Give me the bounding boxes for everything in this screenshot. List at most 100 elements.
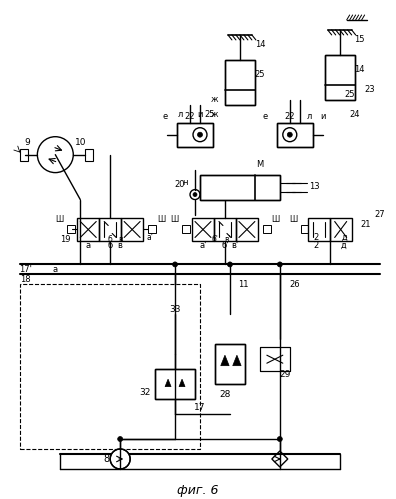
Text: а: а [53, 265, 58, 274]
Circle shape [110, 449, 130, 469]
Text: 17: 17 [194, 403, 206, 412]
Circle shape [227, 262, 232, 267]
Text: а: а [86, 241, 91, 250]
Polygon shape [221, 355, 229, 366]
Bar [21, 149, 29, 161]
Text: б': б' [211, 235, 219, 244]
Text: 13: 13 [309, 182, 320, 191]
Bar [177, 123, 213, 147]
Bar [182, 226, 190, 234]
Text: в': в' [231, 241, 238, 250]
Bar [236, 218, 258, 242]
Circle shape [37, 137, 73, 173]
Text: н: н [182, 178, 188, 187]
Bar [260, 347, 290, 371]
Bar [260, 347, 290, 371]
Polygon shape [233, 355, 241, 366]
Text: 17': 17' [19, 265, 32, 274]
Bar [308, 218, 330, 242]
Bar [77, 218, 99, 242]
Text: Ш: Ш [170, 215, 178, 224]
Text: 29: 29 [279, 370, 291, 379]
Bar [155, 369, 195, 399]
Polygon shape [165, 379, 171, 387]
Text: и: и [197, 110, 203, 119]
Text: 23: 23 [364, 85, 375, 94]
Text: 20: 20 [175, 180, 185, 189]
Bar [225, 60, 255, 105]
Bar [263, 226, 271, 234]
Circle shape [173, 262, 177, 267]
Bar [177, 123, 213, 147]
Text: в: в [118, 241, 123, 250]
Polygon shape [179, 379, 185, 387]
Bar [215, 344, 245, 384]
Text: 10: 10 [74, 138, 86, 147]
Circle shape [193, 193, 197, 197]
Text: 2: 2 [313, 241, 318, 250]
Circle shape [198, 132, 202, 137]
Text: 22: 22 [185, 112, 195, 121]
Bar [215, 344, 245, 384]
Circle shape [287, 132, 292, 137]
Bar [99, 218, 121, 242]
Bar [192, 218, 214, 242]
Text: 25: 25 [345, 90, 355, 99]
Text: Ш: Ш [289, 215, 298, 224]
Text: е: е [262, 112, 267, 121]
Bar [85, 149, 93, 161]
Text: а': а' [199, 241, 207, 250]
Text: 26: 26 [289, 280, 300, 289]
Text: ж: ж [211, 110, 219, 119]
Text: 32: 32 [139, 388, 151, 397]
Text: Ш: Ш [157, 215, 165, 224]
Circle shape [277, 262, 282, 267]
Text: в: в [118, 235, 122, 244]
Text: 9: 9 [25, 138, 30, 147]
Bar [277, 123, 313, 147]
Bar [21, 284, 200, 449]
Text: Ш: Ш [55, 215, 63, 224]
Bar [277, 123, 313, 147]
Text: а': а' [147, 233, 154, 242]
Circle shape [277, 437, 282, 442]
Text: 24: 24 [349, 110, 360, 119]
Bar [67, 226, 75, 234]
Bar [121, 218, 143, 242]
Text: 18: 18 [20, 275, 31, 284]
Text: 14: 14 [255, 40, 265, 49]
Bar [148, 226, 156, 234]
Bar [325, 55, 355, 100]
Text: 14: 14 [354, 65, 365, 74]
Text: Ш: Ш [272, 215, 280, 224]
Bar [214, 218, 236, 242]
Text: М: М [256, 160, 263, 169]
Text: 11: 11 [238, 280, 248, 289]
Bar [225, 60, 255, 105]
Text: 2: 2 [313, 233, 318, 242]
Text: б: б [108, 241, 113, 250]
Text: и: и [320, 112, 326, 121]
Text: 25: 25 [205, 110, 215, 119]
Bar [330, 218, 352, 242]
Text: ж: ж [211, 95, 219, 104]
Bar [325, 55, 355, 100]
Bar [155, 369, 195, 399]
Text: 19: 19 [60, 235, 70, 244]
Text: 8: 8 [103, 454, 109, 464]
Text: л: л [307, 112, 312, 121]
Text: е: е [162, 112, 168, 121]
Text: 22: 22 [285, 112, 295, 121]
Text: 25: 25 [255, 70, 265, 79]
Text: в': в' [225, 235, 231, 244]
Text: б': б' [221, 241, 228, 250]
Text: 15: 15 [354, 35, 365, 44]
Text: 21: 21 [360, 220, 371, 229]
Text: 28: 28 [219, 390, 230, 399]
Bar [200, 175, 280, 200]
Text: 27: 27 [374, 210, 385, 219]
Text: 33: 33 [169, 305, 181, 314]
Text: д: д [341, 241, 346, 250]
Text: л: л [177, 110, 183, 119]
Text: б: б [108, 235, 112, 244]
